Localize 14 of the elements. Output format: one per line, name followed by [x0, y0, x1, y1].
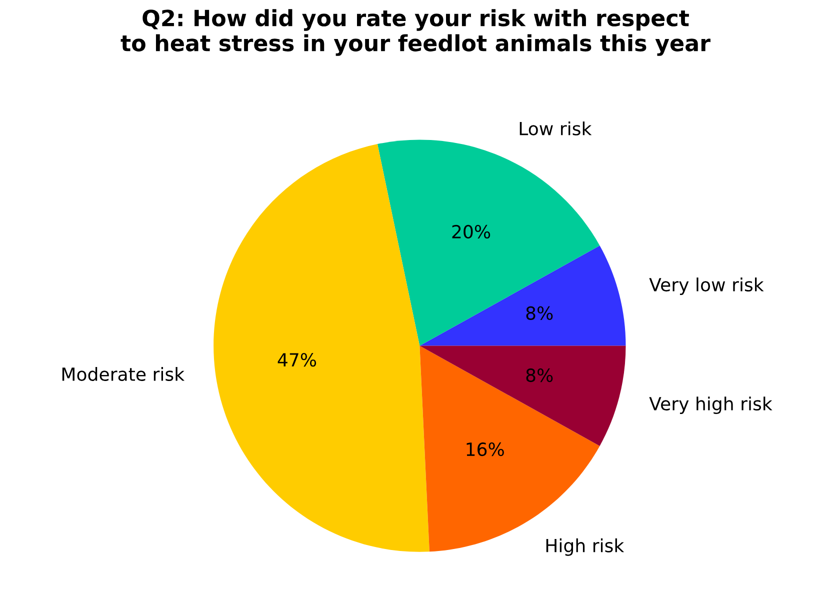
data-label: 8%: [526, 368, 553, 382]
pie-slice: [377, 140, 600, 346]
data-label: 47%: [278, 353, 316, 367]
data-label: 20%: [452, 224, 490, 239]
slice-label: Very high risk: [649, 396, 772, 414]
slice-label: Moderate risk: [62, 367, 185, 382]
slice-label: Low risk: [520, 121, 592, 136]
pie-slice: [214, 144, 430, 552]
slice-label: High risk: [546, 538, 624, 556]
pie-slice: [420, 246, 626, 346]
data-label: 16%: [466, 442, 504, 456]
data-label: 8%: [526, 306, 553, 320]
slice-label: Very low risk: [649, 278, 764, 295]
chart-title: Q2: How did you rate your risk with respect to heat stress in your feedlot animals this year: [120, 9, 710, 56]
